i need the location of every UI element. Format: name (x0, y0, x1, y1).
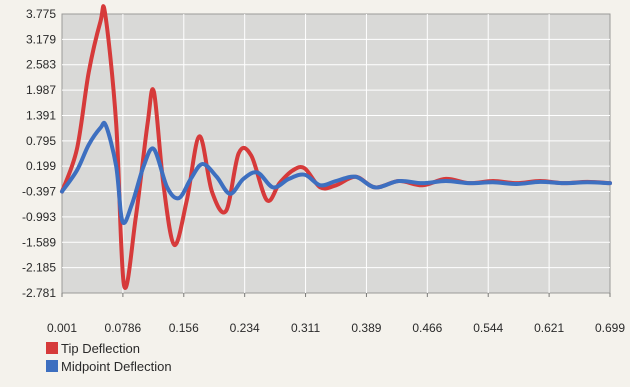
x-tick-label: 0.156 (169, 321, 199, 335)
y-tick-label: -2.185 (22, 261, 56, 275)
legend-swatch-midpoint (46, 360, 58, 372)
y-tick-label: 0.199 (26, 159, 56, 173)
series-line-midpoint-deflection (60, 120, 612, 225)
x-tick-label: 0.699 (595, 321, 625, 335)
plot-area (61, 13, 611, 294)
x-tick-label: 0.544 (473, 321, 503, 335)
x-tick-label: 0.234 (230, 321, 260, 335)
y-tick-label: 1.987 (26, 83, 56, 97)
legend: Tip Deflection Midpoint Deflection (46, 341, 172, 374)
y-tick-label: 1.391 (26, 108, 56, 122)
y-axis-tick-labels: 3.775 3.179 2.583 1.987 1.391 0.795 0.199 -0.39… (22, 7, 56, 300)
x-tick-label: 0.0786 (105, 321, 142, 335)
y-tick-label: 3.179 (26, 32, 56, 46)
legend-item-tip: Tip Deflection (46, 341, 140, 356)
y-tick-label: 0.795 (26, 134, 56, 148)
x-tick-label: 0.001 (47, 321, 77, 335)
legend-swatch-tip (46, 342, 58, 354)
legend-label-tip: Tip Deflection (61, 341, 140, 356)
x-tick-label: 0.311 (291, 321, 320, 335)
grid-lines (62, 14, 610, 293)
x-tick-label: 0.621 (534, 321, 564, 335)
legend-item-midpoint: Midpoint Deflection (46, 359, 172, 374)
y-tick-label: -2.781 (22, 286, 56, 300)
x-axis-tick-labels: 0.001 0.0786 0.156 0.234 0.311 0.389 0.466 0.54… (47, 293, 625, 335)
y-tick-label: 2.583 (26, 58, 56, 72)
series-lines (60, 4, 612, 290)
y-tick-label: -1.589 (22, 235, 56, 249)
y-tick-label: -0.993 (22, 210, 56, 224)
legend-label-midpoint: Midpoint Deflection (61, 359, 172, 374)
x-tick-label: 0.466 (412, 321, 442, 335)
x-tick-label: 0.389 (351, 321, 381, 335)
y-tick-label: -0.397 (22, 185, 56, 199)
y-tick-label: 3.775 (26, 7, 56, 21)
